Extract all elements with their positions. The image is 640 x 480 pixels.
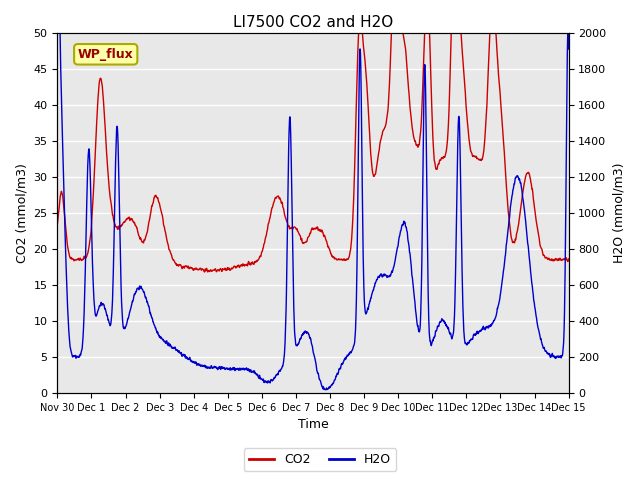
Legend: CO2, H2O: CO2, H2O: [244, 448, 396, 471]
Y-axis label: CO2 (mmol/m3): CO2 (mmol/m3): [15, 163, 28, 263]
Text: WP_flux: WP_flux: [78, 48, 134, 61]
Title: LI7500 CO2 and H2O: LI7500 CO2 and H2O: [233, 15, 393, 30]
X-axis label: Time: Time: [298, 419, 328, 432]
Y-axis label: H2O (mmol/m3): H2O (mmol/m3): [612, 163, 625, 263]
